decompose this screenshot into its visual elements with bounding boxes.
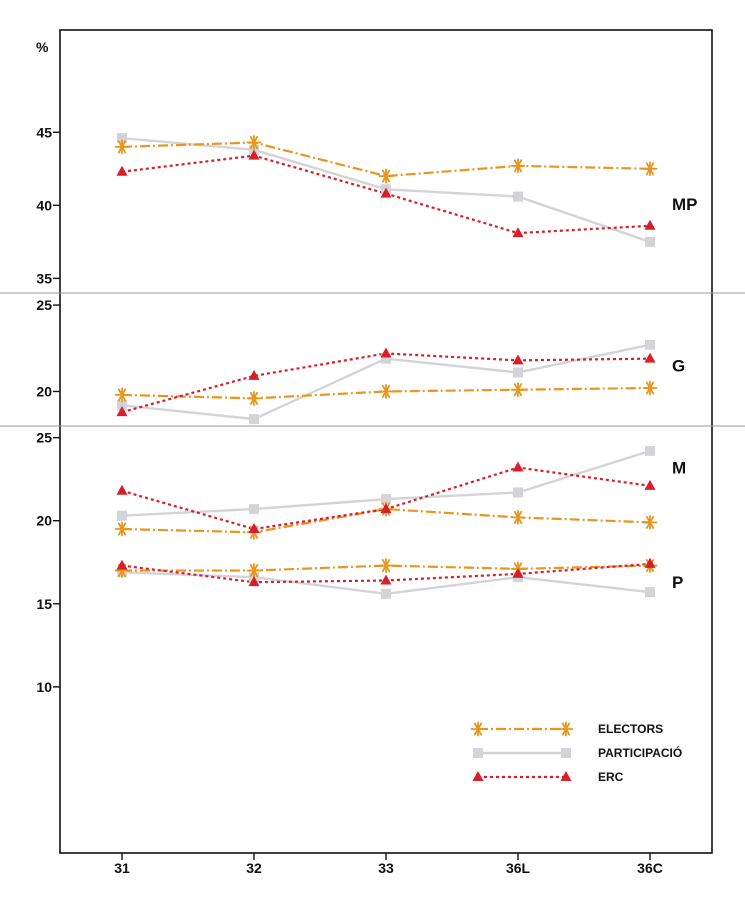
- data-point-triangle: [380, 503, 392, 514]
- series-line-electors-p: [122, 564, 651, 572]
- x-tick-label: 33: [378, 860, 394, 876]
- data-point-square: [513, 367, 523, 378]
- data-point-square: [513, 487, 523, 498]
- data-point-triangle: [644, 352, 656, 363]
- x-tick-label: 32: [246, 860, 262, 876]
- legend-marker-triangle: [560, 771, 572, 781]
- data-point-triangle: [116, 406, 128, 417]
- y-tick-label: 35: [36, 270, 52, 286]
- data-point-square: [117, 510, 127, 521]
- data-point-square: [117, 133, 127, 144]
- data-point-square: [645, 339, 655, 350]
- legend-label: PARTICIPACIÓ: [598, 745, 682, 760]
- y-tick-label: 20: [36, 513, 52, 529]
- y-tick-label: 25: [36, 430, 52, 446]
- data-point-asterisk: [378, 558, 394, 573]
- x-tick-label: 31: [114, 860, 130, 876]
- data-point-triangle: [248, 523, 260, 534]
- legend-label: ELECTORS: [598, 722, 663, 736]
- data-point-triangle: [248, 149, 260, 160]
- y-tick-label: 45: [36, 124, 52, 140]
- series-line-electors-g: [121, 386, 651, 400]
- data-point-square: [381, 494, 391, 505]
- data-point-square: [249, 504, 259, 515]
- group-label: MP: [672, 195, 698, 214]
- data-point-asterisk: [114, 521, 130, 537]
- data-point-asterisk: [510, 509, 526, 525]
- data-point-triangle: [248, 369, 260, 380]
- data-point-triangle: [644, 479, 656, 490]
- y-tick-label: 40: [36, 197, 52, 213]
- legend-marker-square: [473, 748, 483, 758]
- data-point-triangle: [116, 559, 128, 570]
- data-point-triangle: [512, 354, 524, 365]
- data-point-triangle: [116, 165, 128, 176]
- legend-marker-triangle: [472, 771, 484, 781]
- legend-marker-asterisk: [470, 721, 486, 737]
- group-label: P: [672, 573, 683, 592]
- data-point-asterisk: [642, 514, 658, 530]
- data-point-asterisk: [642, 380, 658, 396]
- group-label: M: [672, 459, 686, 478]
- y-unit-label: %: [36, 39, 49, 55]
- y-tick-label: 20: [36, 383, 52, 399]
- y-tick-label: 15: [36, 596, 52, 612]
- legend-marker-square: [561, 748, 571, 758]
- data-point-square: [117, 400, 127, 411]
- legend-marker-asterisk: [558, 721, 574, 737]
- x-tick-label: 36C: [637, 860, 663, 876]
- data-point-square: [249, 414, 259, 425]
- data-point-asterisk: [378, 384, 394, 399]
- legend: ELECTORS PARTICIPACIÓ ERC: [470, 721, 682, 784]
- axes-layer: 31 32 33 36L 36C 35 40 45 20 25 10 15 20 25: [36, 124, 662, 876]
- data-point-asterisk: [246, 563, 262, 578]
- data-point-asterisk: [246, 135, 262, 150]
- data-point-square: [381, 588, 391, 599]
- data-point-square: [381, 353, 391, 364]
- data-point-triangle: [512, 567, 524, 578]
- legend-label: ERC: [598, 770, 624, 784]
- data-point-asterisk: [510, 158, 526, 174]
- data-point-triangle: [248, 576, 260, 587]
- data-point-triangle: [380, 187, 392, 198]
- y-tick-label: 25: [36, 297, 52, 313]
- group-label: G: [672, 357, 685, 376]
- data-point-square: [513, 191, 523, 202]
- data-point-asterisk: [642, 161, 658, 177]
- x-tick-label: 36L: [506, 860, 531, 876]
- data-point-triangle: [512, 461, 524, 472]
- data-point-triangle: [644, 219, 656, 230]
- data-point-square: [645, 236, 655, 247]
- y-tick-label: 10: [36, 679, 52, 695]
- data-point-asterisk: [114, 387, 130, 403]
- data-point-asterisk: [378, 168, 394, 184]
- data-point-asterisk: [114, 139, 130, 155]
- data-point-square: [645, 587, 655, 598]
- data-point-triangle: [380, 347, 392, 358]
- data-point-triangle: [116, 484, 128, 495]
- data-point-asterisk: [510, 382, 526, 398]
- data-point-asterisk: [246, 390, 262, 406]
- data-point-square: [645, 445, 655, 456]
- data-point-triangle: [644, 557, 656, 568]
- data-point-triangle: [380, 574, 392, 585]
- data-point-triangle: [512, 227, 524, 238]
